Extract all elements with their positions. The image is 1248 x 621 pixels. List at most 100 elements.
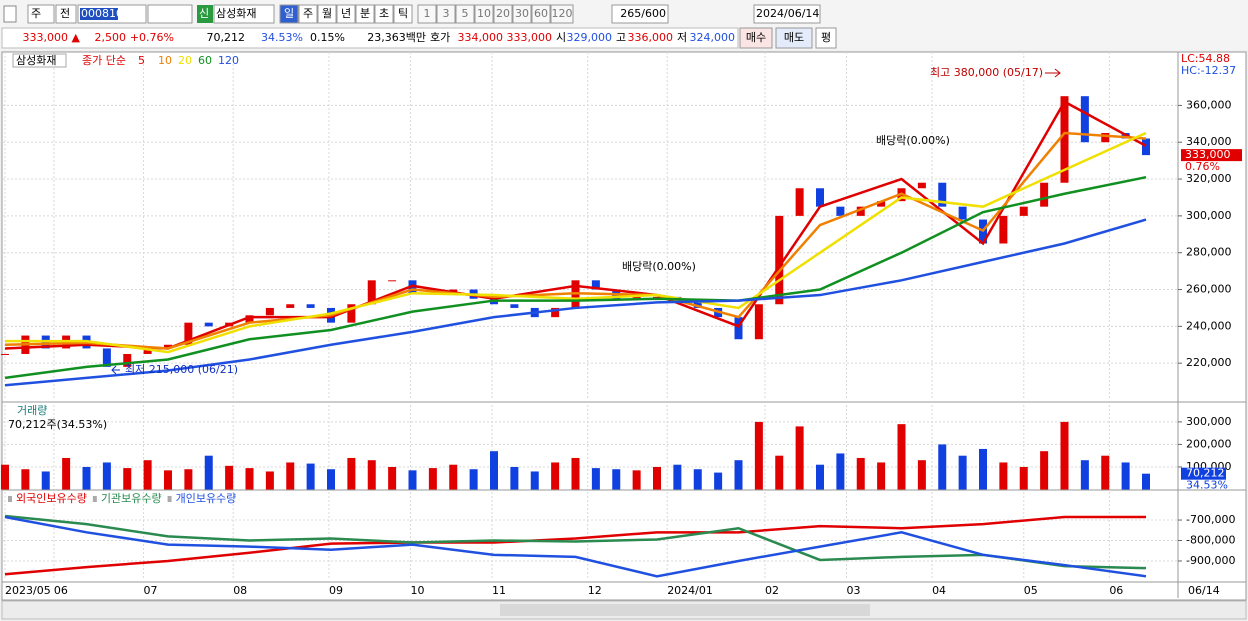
candle <box>1060 96 1069 183</box>
quote-open-label: 시 <box>556 31 566 44</box>
button[interactable] <box>393 4 413 24</box>
last-ratio: 34.53% <box>1186 479 1228 492</box>
interval-button[interactable]: 10 <box>477 7 491 20</box>
button[interactable] <box>213 4 275 24</box>
candle <box>877 201 886 207</box>
volume-bar <box>143 460 152 490</box>
button[interactable] <box>775 27 813 49</box>
candle <box>306 304 315 308</box>
candle <box>754 304 763 340</box>
volume-bar <box>958 455 967 490</box>
interval-button[interactable]: 20 <box>496 7 510 20</box>
button[interactable] <box>550 4 574 24</box>
date[interactable]: 2024/06/14 <box>756 7 819 20</box>
legend-swatch <box>167 496 172 502</box>
x-tick-label: 08 <box>233 584 247 597</box>
button[interactable] <box>317 4 337 24</box>
button[interactable] <box>611 4 669 24</box>
scroll-thumb[interactable] <box>500 604 870 616</box>
interval-button[interactable]: 60 <box>534 7 548 20</box>
legend-entry: 20 <box>178 54 192 67</box>
quote-volume-ratio: 34.53% <box>261 31 303 44</box>
moving-average <box>4 175 1147 380</box>
count[interactable]: 265/600 <box>620 7 666 20</box>
candle <box>775 215 784 305</box>
button[interactable] <box>753 4 821 24</box>
moving-average <box>4 100 1147 350</box>
volume-bar <box>571 457 580 490</box>
y-tick-label: 300,000 <box>1186 209 1232 222</box>
period-button[interactable]: 초 <box>379 7 389 20</box>
button[interactable] <box>336 4 356 24</box>
quote-low-label: 저 <box>677 31 687 44</box>
period-button[interactable]: 일 <box>284 6 294 20</box>
button[interactable] <box>531 4 551 24</box>
period-button[interactable]: 주 <box>303 7 313 20</box>
candle <box>388 280 397 282</box>
period-button[interactable]: 년 <box>341 7 351 20</box>
candle <box>1101 133 1110 143</box>
button[interactable] <box>417 4 437 24</box>
volume-bar <box>917 460 926 490</box>
volume-bar <box>184 469 193 490</box>
eval-button[interactable]: 평 <box>821 31 831 44</box>
candle <box>347 304 356 323</box>
stock-code[interactable]: 000810 <box>81 7 123 20</box>
interval-button[interactable]: 120 <box>552 7 573 20</box>
button[interactable] <box>55 4 77 24</box>
button[interactable] <box>374 4 394 24</box>
candle <box>653 296 661 298</box>
button[interactable] <box>279 4 299 24</box>
x-tick-label: 06 <box>54 584 68 597</box>
candle <box>1142 138 1150 156</box>
volume-bar <box>245 468 254 490</box>
holding-line <box>4 515 1146 576</box>
interval-button[interactable]: 30 <box>515 7 529 20</box>
stock-name[interactable]: 삼성화재 <box>216 7 256 20</box>
button[interactable] <box>27 4 55 24</box>
candle <box>1080 96 1089 143</box>
sell-button[interactable]: 매도 <box>784 31 804 44</box>
candle <box>856 206 865 216</box>
button[interactable] <box>493 4 513 24</box>
button[interactable] <box>512 4 532 24</box>
volume-bar <box>530 471 539 490</box>
period-button[interactable]: 분 <box>360 7 370 20</box>
button[interactable] <box>355 4 375 24</box>
interval-button[interactable]: 3 <box>443 7 450 20</box>
buy-button[interactable]: 매수 <box>746 31 766 44</box>
button[interactable] <box>436 4 456 24</box>
interval-button[interactable]: 5 <box>462 7 469 20</box>
button[interactable] <box>455 4 475 24</box>
period-button[interactable]: 틱 <box>398 7 408 20</box>
candle <box>734 317 743 340</box>
button[interactable] <box>474 4 494 24</box>
button[interactable] <box>739 27 773 49</box>
candle <box>693 298 702 308</box>
arrow <box>111 365 120 375</box>
interval-button[interactable]: 1 <box>424 7 431 20</box>
button[interactable] <box>147 4 193 24</box>
volume-bar <box>1040 451 1049 490</box>
market[interactable]: 주 <box>31 7 41 20</box>
y-tick-label: 220,000 <box>1186 356 1232 369</box>
button[interactable] <box>815 27 837 49</box>
volume-bar <box>754 421 763 490</box>
volume-bar <box>836 453 845 490</box>
candle <box>1 353 9 355</box>
volume-bar <box>1060 421 1069 490</box>
volume-bar <box>408 470 417 490</box>
candle <box>204 322 213 327</box>
volume-bar <box>1101 455 1110 490</box>
button[interactable] <box>298 4 318 24</box>
volume-bar <box>347 457 356 490</box>
y-tick-label: 260,000 <box>1186 283 1232 296</box>
candle <box>958 206 967 220</box>
quote-change-pct: +0.76% <box>130 31 174 44</box>
icon[interactable] <box>3 5 17 23</box>
legend-title: 종가 단순 <box>82 54 126 67</box>
period-button[interactable]: 월 <box>322 7 332 20</box>
right-label: HC:-12.37 <box>1181 64 1236 77</box>
range[interactable]: 전 <box>60 7 70 20</box>
candle <box>917 182 926 189</box>
